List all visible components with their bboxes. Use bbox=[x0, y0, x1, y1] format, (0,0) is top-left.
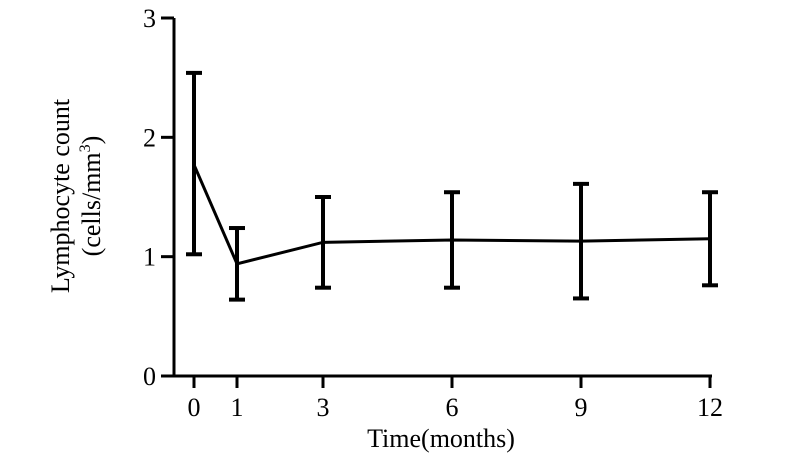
y-tick-label-1: 1 bbox=[143, 243, 156, 272]
y-tick-label-3: 3 bbox=[143, 4, 156, 33]
error-bar-3 bbox=[315, 195, 331, 290]
y-ticks: 0 1 2 3 bbox=[143, 4, 174, 391]
x-tick-label-3: 3 bbox=[317, 393, 330, 422]
error-bar-9 bbox=[573, 181, 589, 301]
y-tick-label-0: 0 bbox=[143, 362, 156, 391]
x-tick-label-0: 0 bbox=[188, 393, 201, 422]
x-axis-title: Time(months) bbox=[367, 424, 515, 453]
error-bar-12 bbox=[702, 190, 718, 288]
error-bar-1 bbox=[229, 226, 245, 302]
x-tick-label-12: 12 bbox=[697, 393, 723, 422]
y-axis-title-unit: (cells/mm bbox=[77, 152, 106, 256]
x-tick-label-6: 6 bbox=[446, 393, 459, 422]
y-axis-title-line2: (cells/mm3) bbox=[77, 136, 106, 257]
series-line bbox=[192, 164, 711, 266]
y-axis-title-close: ) bbox=[77, 136, 106, 145]
axes bbox=[172, 18, 712, 378]
x-ticks: 0 1 3 6 9 12 bbox=[188, 376, 723, 422]
plot-area bbox=[186, 70, 718, 302]
y-axis-title-sup: 3 bbox=[77, 144, 94, 152]
x-tick-label-1: 1 bbox=[231, 393, 244, 422]
x-tick-label-9: 9 bbox=[575, 393, 588, 422]
y-axis-title-line1: Lymphocyte count bbox=[46, 98, 75, 293]
error-bar-6 bbox=[444, 190, 460, 290]
y-tick-label-2: 2 bbox=[143, 123, 156, 152]
error-bar-0 bbox=[186, 70, 202, 257]
y-axis-title: Lymphocyte count (cells/mm3) bbox=[46, 98, 106, 293]
